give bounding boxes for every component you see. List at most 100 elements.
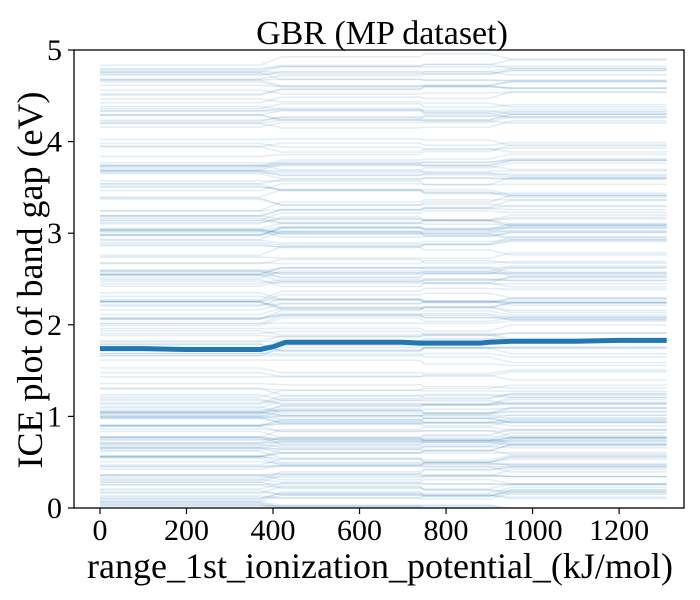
ice-curve — [100, 159, 667, 167]
ice-curve — [100, 428, 667, 432]
ice-curve — [100, 403, 667, 415]
ice-curve — [100, 491, 667, 500]
ice-curve — [100, 414, 667, 419]
ice-curve — [100, 270, 667, 278]
ice-curve — [100, 228, 667, 238]
ice-curve — [100, 305, 667, 316]
ice-curve — [100, 238, 667, 244]
ice-curve — [100, 236, 667, 246]
ice-curve — [100, 367, 667, 375]
average-curve — [100, 337, 667, 352]
ice-curve — [100, 162, 667, 172]
ice-curve — [100, 71, 667, 76]
ice-curve — [100, 399, 667, 406]
ice-curve — [100, 416, 667, 427]
y-axis-ticks: 0 1 2 3 4 5 — [47, 34, 74, 525]
ice-curve — [100, 436, 667, 443]
ice-curve — [100, 482, 667, 490]
ice-curve — [100, 219, 667, 226]
ice-curve — [100, 144, 667, 158]
ice-curve — [100, 343, 667, 352]
ice-curve — [100, 382, 667, 389]
ice-curve — [100, 443, 667, 458]
ice-curve — [100, 347, 667, 355]
ice-curve — [100, 421, 667, 427]
ice-curve — [100, 417, 667, 426]
ice-curve — [100, 359, 667, 367]
ice-curve — [100, 466, 667, 476]
ice-curve — [100, 198, 667, 208]
ice-curve — [100, 457, 667, 467]
ice-curve — [100, 317, 667, 327]
ice-curve — [100, 240, 667, 248]
ice-curve — [100, 491, 667, 501]
ice-curve — [100, 224, 667, 237]
y-tick-label: 2 — [47, 309, 62, 342]
x-tick-label: 800 — [424, 514, 469, 547]
ice-curve — [100, 229, 667, 235]
ice-curve — [100, 65, 667, 71]
ice-curve — [100, 473, 667, 478]
ice-curve — [100, 409, 667, 418]
ice-curve — [100, 266, 667, 278]
ice-curve — [100, 59, 667, 73]
ice-curve — [100, 292, 667, 304]
ice-curve — [100, 260, 667, 265]
ice-curve — [100, 314, 667, 321]
ice-curve — [100, 170, 667, 174]
ice-curve — [100, 460, 667, 466]
ice-curve — [100, 230, 667, 241]
ice-curve — [100, 482, 667, 486]
ice-curve — [100, 478, 667, 485]
ice-curve — [100, 194, 667, 206]
ice-curve — [100, 186, 667, 197]
y-tick-label: 1 — [47, 400, 62, 433]
ice-curve — [100, 172, 667, 180]
ice-curve — [100, 443, 667, 454]
ice-curve — [100, 428, 667, 444]
ice-curve — [100, 78, 667, 82]
ice-curve — [100, 222, 667, 232]
y-tick-label: 4 — [47, 126, 62, 159]
ice-curve — [100, 406, 667, 414]
ice-curve — [100, 159, 667, 165]
ice-curve — [100, 394, 667, 406]
ice-curve — [100, 170, 667, 179]
ice-curve — [100, 86, 667, 95]
ice-curve — [100, 229, 667, 238]
ice-curve — [100, 343, 667, 353]
ice-curve — [100, 207, 667, 217]
ice-curve — [100, 90, 667, 104]
ice-curve — [100, 426, 667, 438]
ice-curve — [100, 492, 667, 500]
ice-curve — [100, 163, 667, 171]
ice-curve — [100, 503, 276, 508]
ice-curve — [100, 455, 667, 470]
chart-title: GBR (MP dataset) — [256, 15, 508, 52]
ice-curve — [100, 219, 667, 230]
ice-curve — [100, 276, 667, 287]
ice-curve — [100, 352, 667, 364]
ice-curve — [100, 109, 667, 115]
ice-curve — [100, 445, 667, 451]
plot-frame — [73, 49, 685, 509]
y-axis-label: ICE plot of band gap (eV) — [10, 92, 50, 469]
ice-curve — [100, 483, 667, 490]
ice-curve — [100, 114, 667, 121]
ice-curve — [100, 295, 667, 304]
ice-curve — [100, 455, 667, 463]
ice-curve — [100, 474, 667, 479]
ice-curve — [100, 210, 667, 222]
ice-curve — [100, 449, 667, 458]
ice-curve — [100, 185, 667, 198]
ice-curve — [100, 407, 667, 413]
ice-curve — [100, 450, 667, 461]
ice-curve — [100, 217, 667, 226]
ice-curve — [100, 407, 667, 418]
ice-curve — [100, 239, 667, 257]
x-tick-label: 600 — [337, 514, 382, 547]
ice-curve — [100, 301, 667, 314]
ice-curve — [100, 300, 667, 311]
ice-curve — [100, 141, 667, 148]
